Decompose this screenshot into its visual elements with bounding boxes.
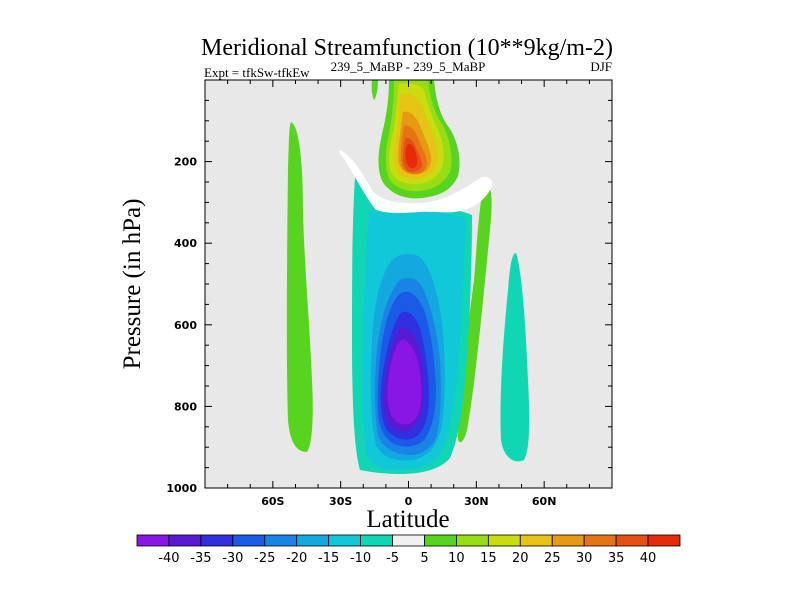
colorbar-swatch xyxy=(583,534,617,547)
y-tick-label: 1000 xyxy=(166,482,197,495)
colorbar-label: -15 xyxy=(318,551,339,566)
center-string: 239_5_MaBP - 239_5_MaBP xyxy=(331,59,486,74)
colorbar-label: -5 xyxy=(386,551,399,566)
colorbar-swatch xyxy=(328,534,361,547)
colorbar-label: -35 xyxy=(190,551,211,566)
colorbar-swatch xyxy=(424,534,457,547)
y-tick-label: 400 xyxy=(174,237,197,250)
left-string: Expt = tfkSw-tfkEw xyxy=(204,65,310,80)
colorbar-swatch xyxy=(647,534,681,547)
colorbar-swatch xyxy=(168,534,202,547)
x-tick-label: 0 xyxy=(405,495,413,508)
y-tick-label: 600 xyxy=(174,319,197,332)
y-tick-label: 200 xyxy=(174,156,197,169)
contour-green-top xyxy=(371,80,378,100)
contour-pos-level-40 xyxy=(405,143,418,169)
colorbar-label: -30 xyxy=(222,551,243,566)
x-tick-label: 60N xyxy=(532,495,557,508)
y-axis-label: Pressure (in hPa) xyxy=(119,199,146,370)
colorbar-swatch xyxy=(264,534,298,547)
colorbar-label: -20 xyxy=(286,551,307,566)
colorbar-swatch xyxy=(551,534,585,547)
colorbar-label: -40 xyxy=(158,551,179,566)
colorbar-swatch xyxy=(392,534,425,547)
right-string: DJF xyxy=(590,59,612,74)
x-axis-ticks: 60S 30S 0 30N 60N xyxy=(204,80,613,508)
colorbar-label: 30 xyxy=(576,551,593,566)
colorbar-swatch xyxy=(200,534,234,547)
y-tick-label: 800 xyxy=(174,400,197,413)
colorbar-swatch xyxy=(360,534,393,547)
colorbar-label: 5 xyxy=(420,551,428,566)
colorbar-swatch xyxy=(519,534,553,547)
x-axis-label: Latitude xyxy=(366,506,449,533)
chart-title: Meridional Streamfunction (10**9kg/m-2) xyxy=(201,35,613,61)
colorbar-label: -10 xyxy=(350,551,371,566)
colorbar: -40 -35 -30 -25 -20 -15 -10 -5 5 10 15 20 25 30 35 40 xyxy=(136,534,681,566)
y-axis-ticks: 200 400 600 800 1000 xyxy=(166,79,612,495)
x-tick-label: 30S xyxy=(329,495,352,508)
colorbar-swatch xyxy=(232,534,266,547)
colorbar-label: 20 xyxy=(512,551,529,566)
colorbar-swatch xyxy=(487,534,521,547)
colorbar-swatch xyxy=(615,534,649,547)
contour-green-band-east xyxy=(458,185,492,443)
colorbar-label: 40 xyxy=(640,551,657,566)
colorbar-label: 35 xyxy=(608,551,625,566)
colorbar-label: 25 xyxy=(544,551,561,566)
colorbar-swatch xyxy=(456,534,489,547)
contour-neg-level-40 xyxy=(387,339,422,425)
colorbar-label: 15 xyxy=(480,551,497,566)
colorbar-swatch xyxy=(296,534,330,547)
contour-fill xyxy=(286,80,530,474)
x-tick-label: 30N xyxy=(464,495,489,508)
colorbar-label: -25 xyxy=(254,551,275,566)
colorbar-swatch xyxy=(136,534,170,547)
x-tick-label: 60S xyxy=(261,495,284,508)
contour-zero-band xyxy=(339,150,493,213)
contour-cyan-east xyxy=(500,253,530,462)
colorbar-label: 10 xyxy=(448,551,465,566)
contour-green-band-west xyxy=(286,122,313,452)
